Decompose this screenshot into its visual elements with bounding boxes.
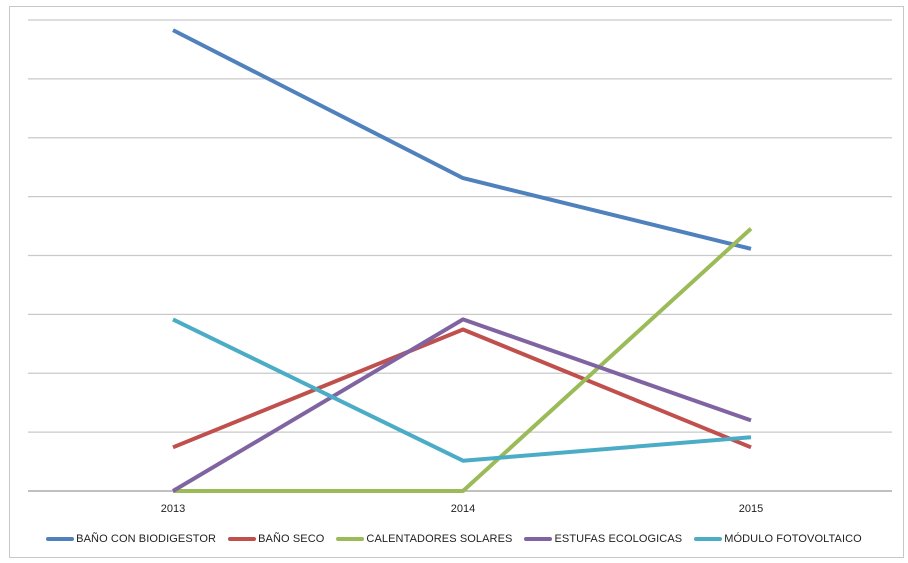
legend-item: ESTUFAS ECOLOGICAS <box>524 533 682 545</box>
series-line-4 <box>171 317 752 493</box>
legend-swatch <box>694 537 723 541</box>
legend-label: ESTUFAS ECOLOGICAS <box>554 533 683 545</box>
x-tick-label: 2014 <box>451 503 475 515</box>
gridlines <box>28 19 892 433</box>
series-line-3 <box>173 227 753 493</box>
series-line-5 <box>172 317 752 463</box>
legend-swatch <box>228 537 257 541</box>
legend-swatch <box>524 537 553 541</box>
series-lines <box>171 28 753 493</box>
chart-frame <box>9 6 904 558</box>
legend-swatch <box>336 537 365 541</box>
legend-label: BAÑO CON BIODIGESTOR <box>76 533 217 545</box>
legend: BAÑO CON BIODIGESTOR BAÑO SECO CALENTADORE… <box>0 528 908 550</box>
legend-item: BAÑO CON BIODIGESTOR <box>46 533 216 545</box>
series-line-1 <box>172 28 752 251</box>
legend-swatch <box>46 537 75 541</box>
legend-item: MÓDULO FOTOVOLTAICO <box>694 533 862 545</box>
legend-label: MÓDULO FOTOVOLTAICO <box>724 533 862 545</box>
x-tick-label: 2013 <box>161 503 185 515</box>
legend-label: BAÑO SECO <box>258 533 325 545</box>
legend-item: CALENTADORES SOLARES <box>336 533 512 545</box>
legend-item: BAÑO SECO <box>228 533 324 545</box>
series-line-2 <box>172 327 752 450</box>
x-tick-label: 2015 <box>739 503 763 515</box>
legend-label: CALENTADORES SOLARES <box>366 533 513 545</box>
x-tick-labels: 2013 2014 2015 <box>161 503 763 515</box>
